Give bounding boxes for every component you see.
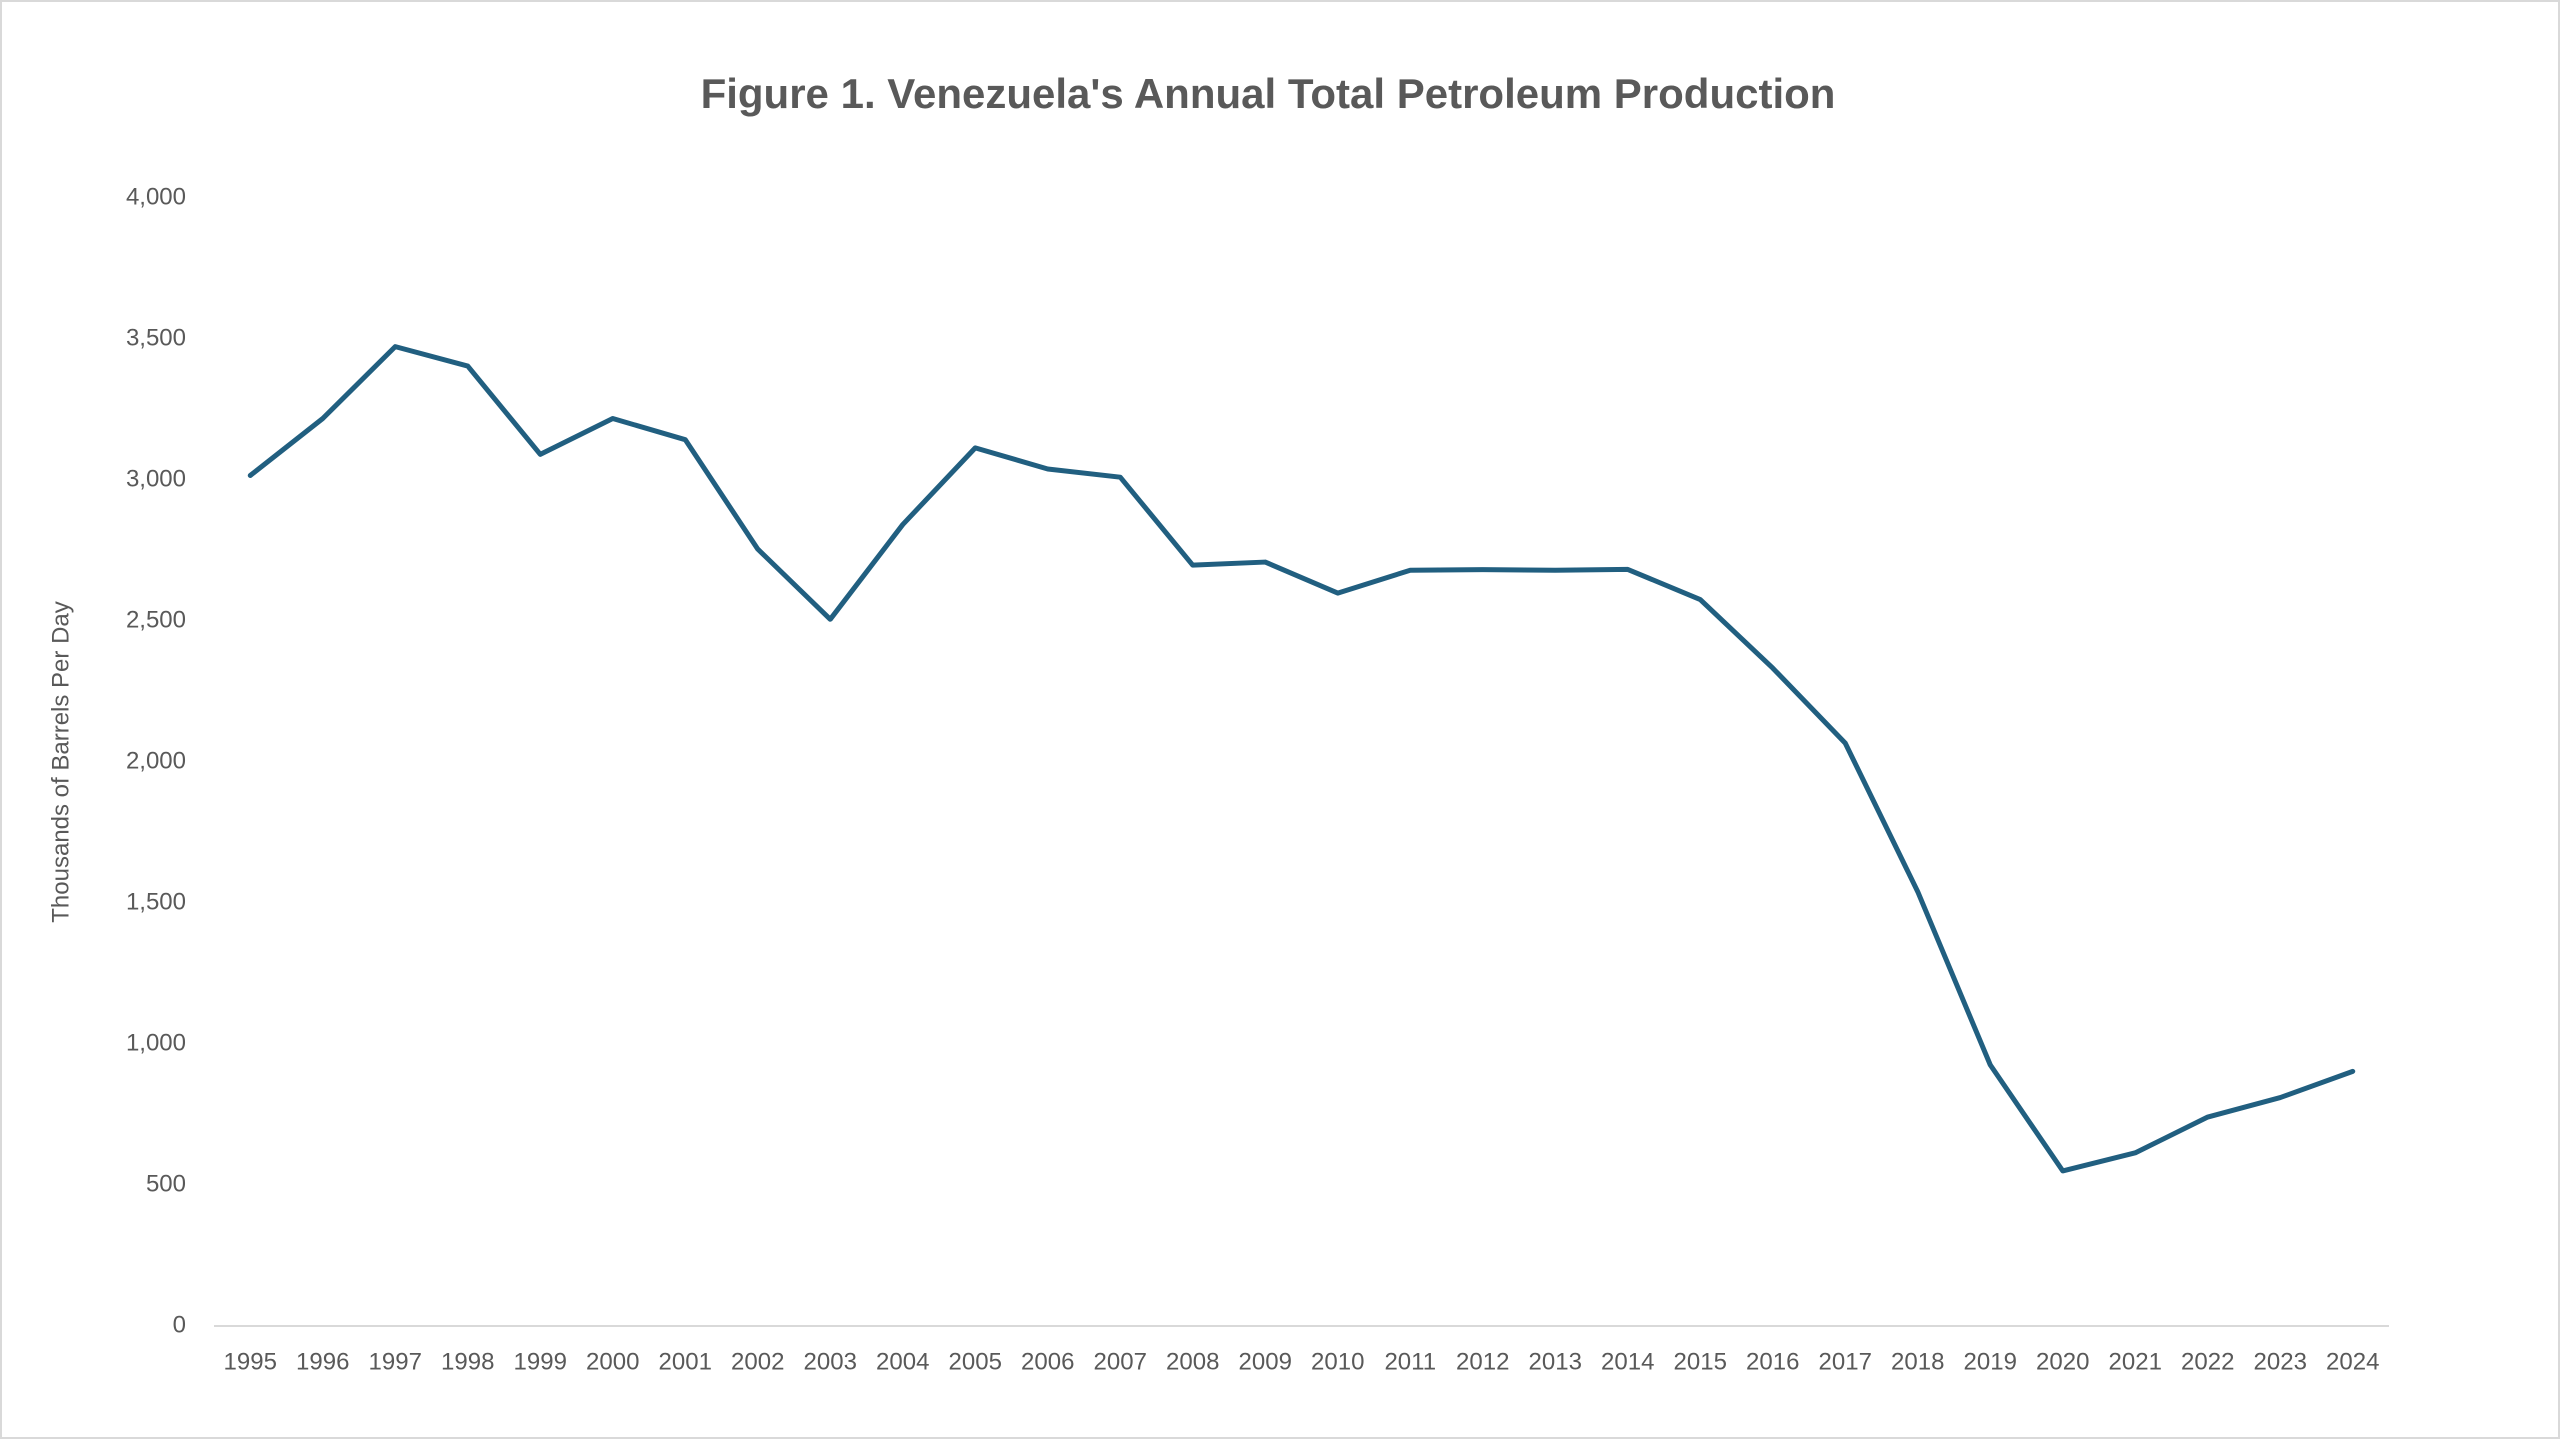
x-tick-label: 1999 — [514, 1348, 567, 1375]
x-tick-label: 2022 — [2181, 1348, 2234, 1375]
x-tick-label: 2008 — [1166, 1348, 1219, 1375]
y-tick-label: 4,000 — [126, 183, 186, 210]
x-tick-label: 1997 — [369, 1348, 422, 1375]
y-tick-label: 3,500 — [126, 324, 186, 351]
x-tick-label: 2000 — [586, 1348, 639, 1375]
x-tick-label: 1996 — [296, 1348, 349, 1375]
x-tick-label: 2023 — [2254, 1348, 2307, 1375]
x-tick-label: 2005 — [949, 1348, 1002, 1375]
x-tick-label: 2019 — [1964, 1348, 2017, 1375]
x-tick-label: 2014 — [1601, 1348, 1654, 1375]
x-tick-label: 2015 — [1674, 1348, 1727, 1375]
data-line — [247, 344, 2356, 1174]
x-tick-label: 1995 — [224, 1348, 277, 1375]
x-tick-label: 2009 — [1239, 1348, 1292, 1375]
x-tick-label: 2024 — [2326, 1348, 2379, 1375]
x-tick-label: 1998 — [441, 1348, 494, 1375]
y-tick-label: 2,000 — [126, 747, 186, 774]
x-tick-label: 2004 — [876, 1348, 929, 1375]
x-tick-label: 2018 — [1891, 1348, 1944, 1375]
x-tick-label: 2006 — [1021, 1348, 1074, 1375]
x-tick-label: 2001 — [659, 1348, 712, 1375]
y-tick-label: 500 — [146, 1170, 186, 1197]
x-tick-label: 2016 — [1746, 1348, 1799, 1375]
y-tick-label: 2,500 — [126, 606, 186, 633]
x-tick-label: 2012 — [1456, 1348, 1509, 1375]
y-tick-label: 0 — [173, 1311, 186, 1338]
y-tick-label: 3,000 — [126, 465, 186, 492]
x-tick-label: 2013 — [1529, 1348, 1582, 1375]
x-tick-label: 2017 — [1819, 1348, 1872, 1375]
chart-title: Figure 1. Venezuela's Annual Total Petro… — [701, 70, 1836, 117]
x-tick-label: 2011 — [1384, 1348, 1436, 1375]
x-tick-label: 2021 — [2109, 1348, 2162, 1375]
x-tick-label: 2003 — [804, 1348, 857, 1375]
x-tick-label: 2007 — [1094, 1348, 1147, 1375]
y-tick-label: 1,500 — [126, 888, 186, 915]
x-tick-label: 2020 — [2036, 1348, 2089, 1375]
y-axis-label: Thousands of Barrels Per Day — [47, 601, 74, 922]
x-tick-label: 2002 — [731, 1348, 784, 1375]
y-tick-label: 1,000 — [126, 1029, 186, 1056]
x-tick-label: 2010 — [1311, 1348, 1364, 1375]
